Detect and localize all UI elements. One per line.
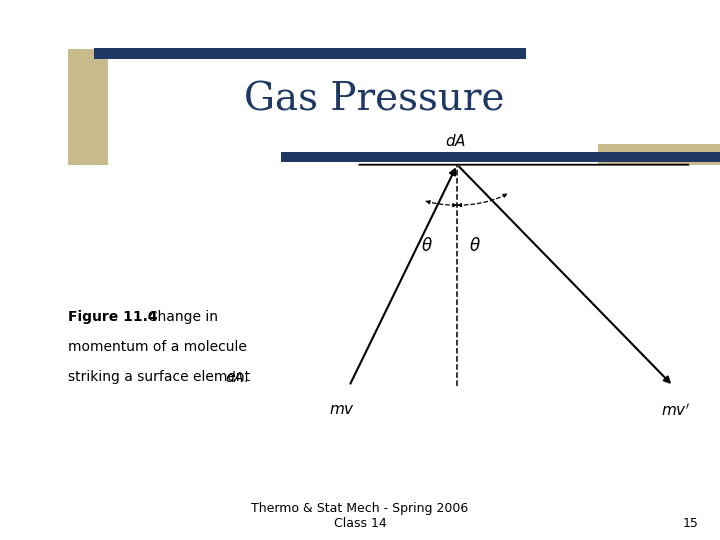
Bar — [598, 144, 720, 165]
Text: $\theta$: $\theta$ — [421, 237, 433, 255]
Text: $dA$: $dA$ — [445, 132, 467, 149]
Text: $mv$: $mv$ — [329, 402, 355, 417]
Text: 15: 15 — [683, 517, 698, 530]
Text: Gas Pressure: Gas Pressure — [244, 82, 505, 118]
Text: striking a surface element: striking a surface element — [68, 370, 255, 384]
Text: $mv'$: $mv'$ — [661, 402, 690, 419]
Bar — [281, 152, 720, 162]
Bar — [94, 48, 526, 59]
Text: $dA$.: $dA$. — [225, 370, 248, 385]
Text: Class 14: Class 14 — [333, 517, 387, 530]
Bar — [68, 49, 108, 165]
Text: Thermo & Stat Mech - Spring 2006: Thermo & Stat Mech - Spring 2006 — [251, 502, 469, 515]
Text: $\theta$: $\theta$ — [469, 237, 481, 255]
Text: Figure 11.4: Figure 11.4 — [68, 310, 158, 325]
Text: momentum of a molecule: momentum of a molecule — [68, 340, 247, 354]
Text: Change in: Change in — [139, 310, 218, 325]
